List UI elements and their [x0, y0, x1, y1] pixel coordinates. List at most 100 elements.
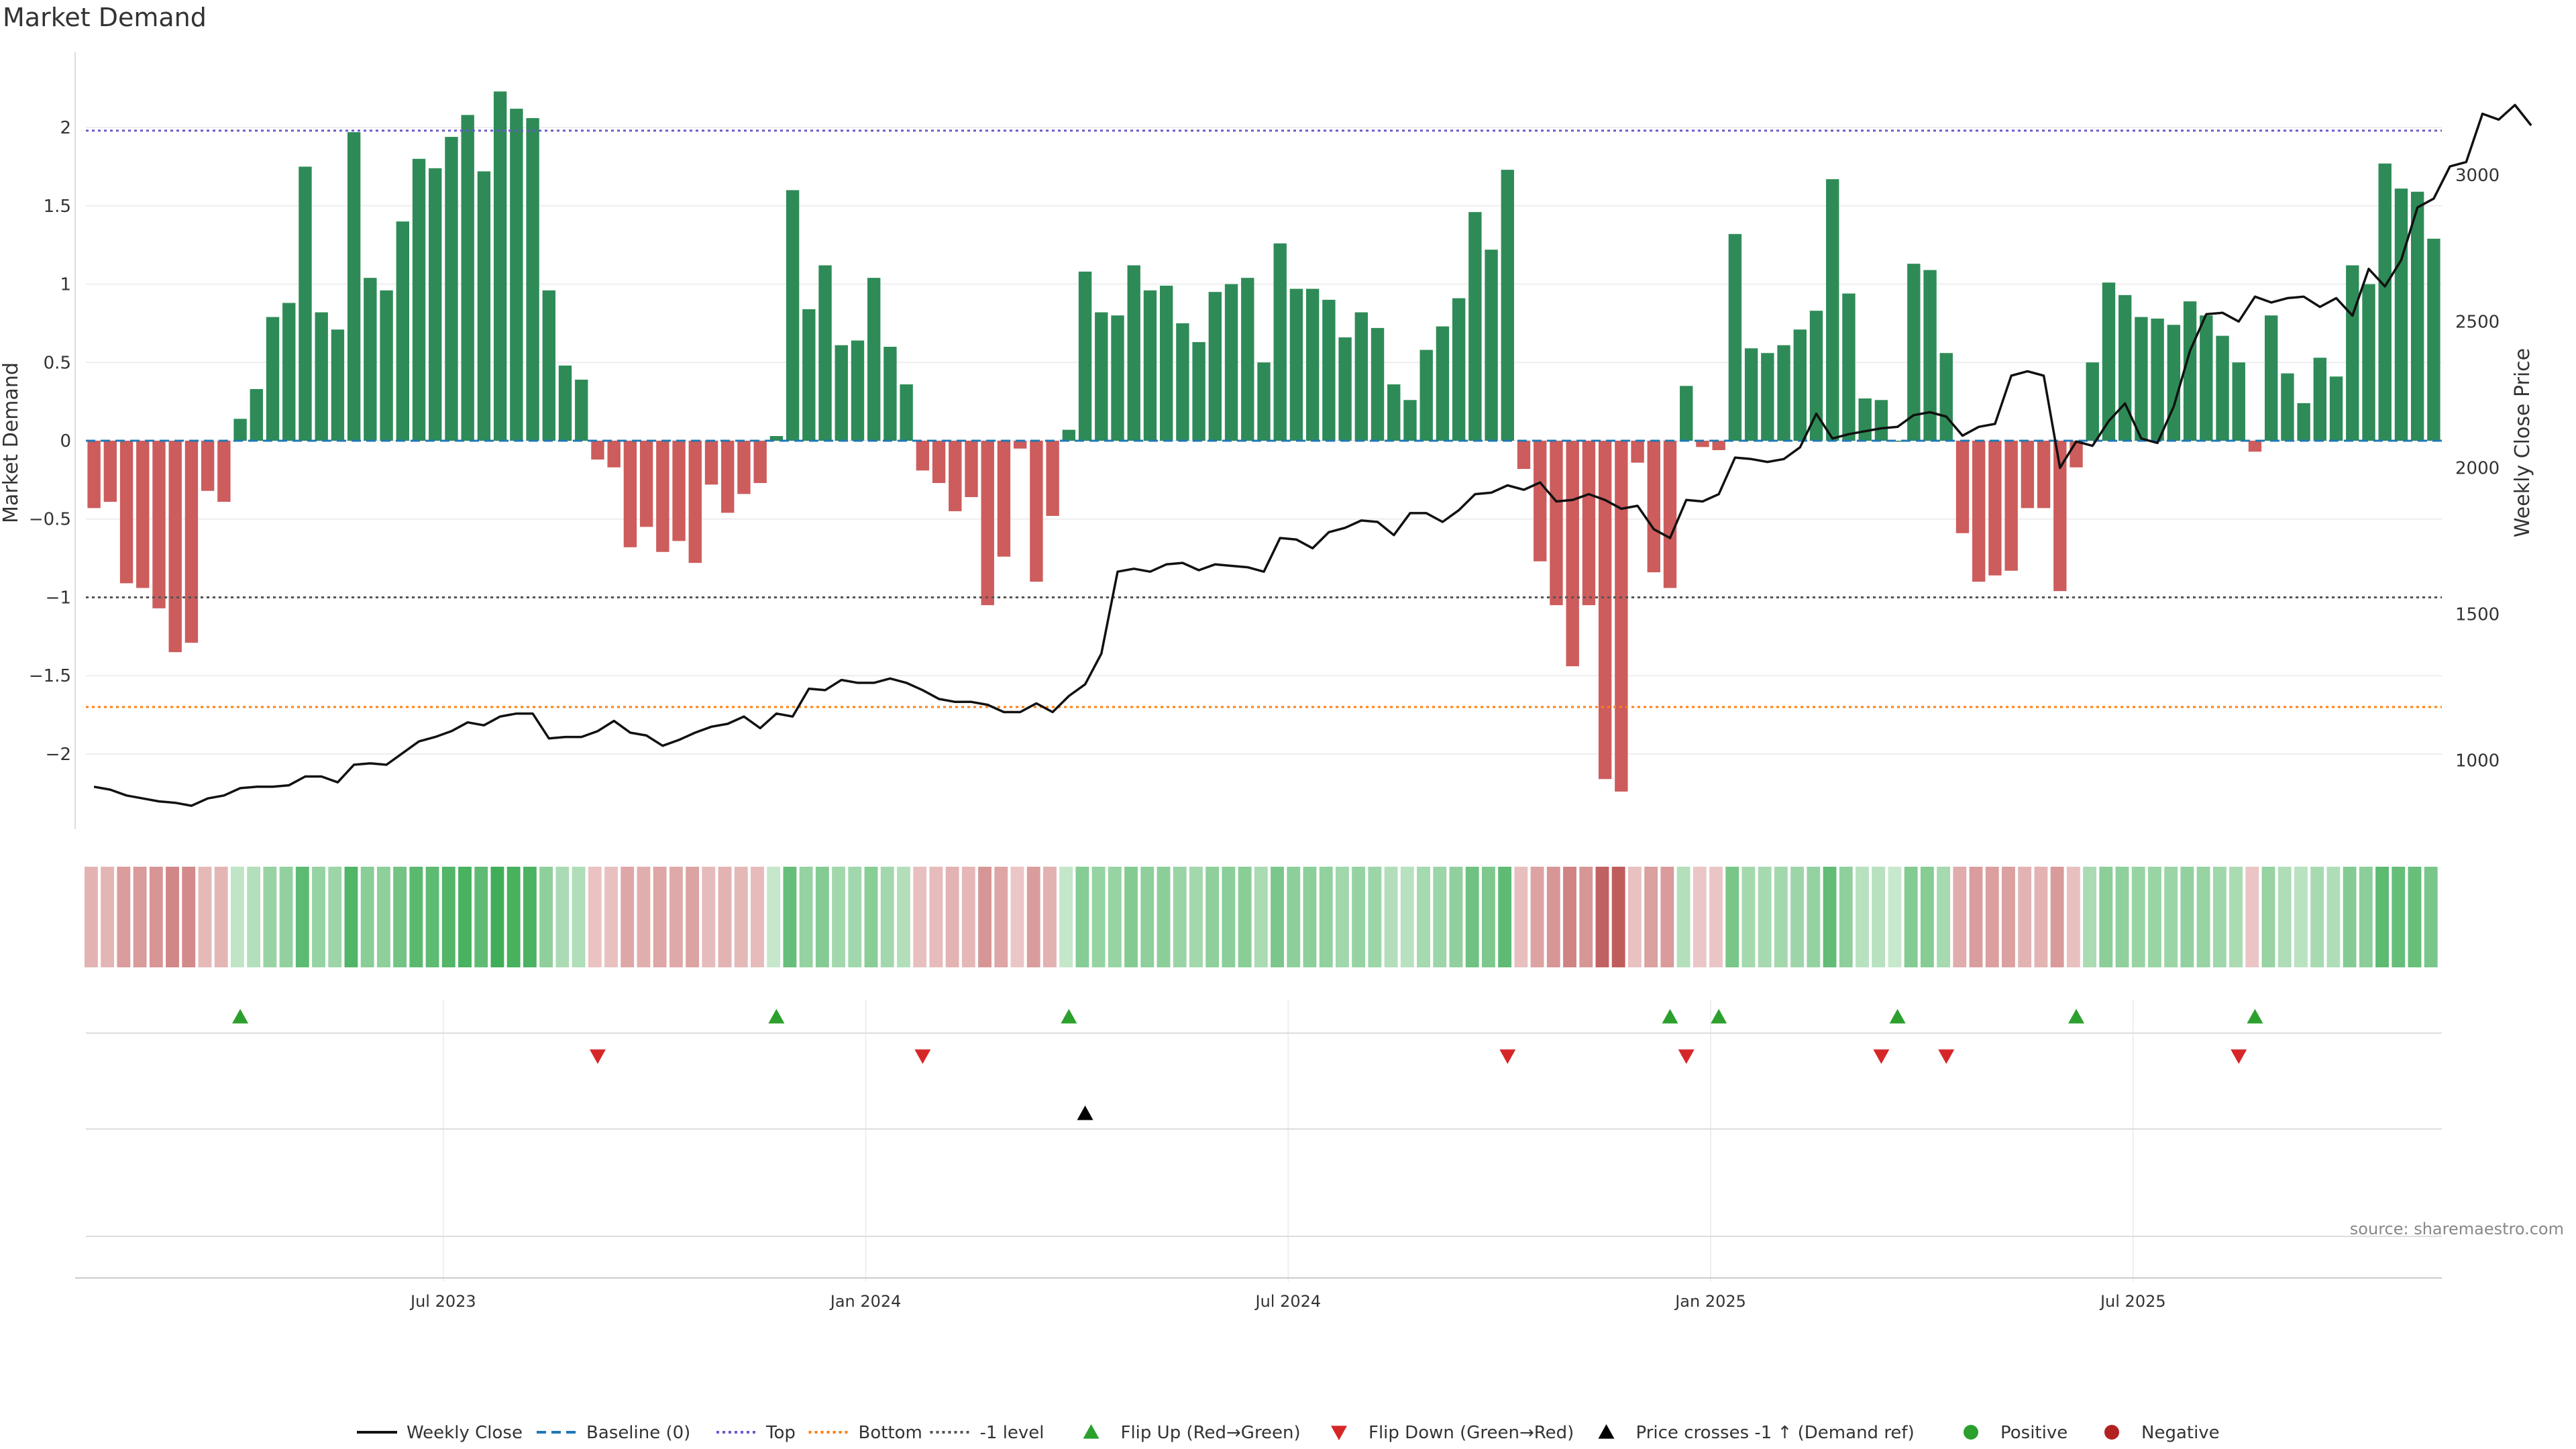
heat-strip-cell — [1108, 867, 1122, 967]
demand-bar — [2183, 301, 2197, 441]
heat-strip-cell — [182, 867, 196, 967]
heat-strip-cell — [2066, 867, 2080, 967]
demand-bar — [2200, 315, 2213, 441]
heat-strip-cell — [1449, 867, 1463, 967]
heat-strip-cell — [2180, 867, 2194, 967]
demand-bar — [1046, 441, 1059, 517]
demand-bar — [802, 309, 816, 441]
heat-strip-cell — [539, 867, 553, 967]
x-tick-label: Jul 2024 — [1254, 1292, 1321, 1311]
demand-bar — [493, 91, 507, 441]
demand-bar — [1631, 441, 1644, 463]
heat-strip-cell — [669, 867, 683, 967]
heat-strip-cell — [1157, 867, 1171, 967]
heat-strip-cell — [1856, 867, 1869, 967]
heat-strip-cell — [474, 867, 488, 967]
demand-bar — [2004, 441, 2018, 571]
y2-tick-label: 3000 — [2455, 166, 2500, 186]
y-tick-label: −1.5 — [29, 666, 71, 686]
demand-bar — [1452, 298, 1466, 441]
heat-strip-cell — [2408, 867, 2422, 967]
heat-strip-cell — [1611, 867, 1625, 967]
demand-bar — [1322, 299, 1336, 441]
y-tick-label: −2 — [46, 745, 71, 765]
demand-bar — [1192, 341, 1205, 441]
demand-bar — [1078, 271, 1092, 441]
demand-bar — [2427, 238, 2440, 441]
y-tick-label: 2 — [60, 118, 71, 138]
legend-label: Bottom — [859, 1423, 922, 1443]
heat-strip-cell — [897, 867, 910, 967]
heat-strip-cell — [734, 867, 748, 967]
heat-strip-cell — [864, 867, 878, 967]
demand-bar — [1890, 441, 1904, 442]
demand-bar — [299, 166, 312, 441]
heat-strip-cell — [1075, 867, 1089, 967]
heat-strip-cell — [832, 867, 846, 967]
heat-strip-cell — [1676, 867, 1690, 967]
demand-bar — [575, 379, 588, 441]
flip-up-marker — [1061, 1009, 1077, 1024]
demand-bar — [103, 441, 117, 502]
heat-strip-cell — [263, 867, 277, 967]
demand-bar — [380, 290, 393, 441]
heat-strip-cell — [978, 867, 991, 967]
demand-bar — [1403, 400, 1417, 441]
demand-bar — [1305, 288, 1320, 441]
demand-bar — [1534, 441, 1547, 561]
demand-bar — [1257, 362, 1271, 441]
heat-strip-cell — [1189, 867, 1203, 967]
demand-bar — [688, 441, 702, 564]
demand-bar — [1842, 293, 1856, 441]
demand-bar — [1468, 212, 1482, 441]
demand-bar — [1095, 312, 1108, 441]
demand-bar — [721, 441, 735, 513]
heat-strip-cell — [2294, 867, 2308, 967]
demand-bar — [1696, 441, 1709, 447]
heat-strip-cell — [1709, 867, 1723, 967]
flip-up-marker — [768, 1009, 785, 1024]
flip-up-marker — [232, 1009, 249, 1024]
heat-strip-cell — [913, 867, 927, 967]
heat-strip-cell — [133, 867, 147, 967]
source-credit: source: sharemaestro.com — [2349, 1220, 2564, 1238]
demand-bar — [445, 137, 458, 441]
demand-bar — [851, 340, 865, 441]
heat-strip-cell — [621, 867, 635, 967]
heat-strip-cell — [2002, 867, 2015, 967]
demand-bar — [1419, 350, 1433, 441]
y2-axis-label: Weekly Close Price — [2511, 348, 2534, 537]
demand-bar — [1907, 264, 1921, 441]
y2-tick-label: 1500 — [2455, 604, 2500, 625]
heat-strip-cell — [1352, 867, 1366, 967]
demand-bar — [1062, 429, 1076, 441]
demand-bar — [818, 265, 832, 441]
legend-swatch-circle — [2104, 1425, 2119, 1440]
legend-swatch-triangle-down — [1331, 1426, 1347, 1440]
heat-strip-cell — [702, 867, 716, 967]
demand-bar — [591, 441, 604, 460]
heat-strip-cell — [2131, 867, 2145, 967]
demand-bar — [1338, 337, 1352, 441]
legend-label: Flip Down (Green→Red) — [1368, 1423, 1574, 1443]
demand-bar — [2021, 441, 2035, 508]
heat-strip-cell — [295, 867, 309, 967]
demand-bar — [1550, 441, 1563, 606]
heat-strip-cell — [2050, 867, 2064, 967]
demand-bar — [510, 109, 523, 441]
demand-bar — [883, 346, 897, 441]
demand-bar — [965, 441, 978, 498]
demand-bar — [932, 441, 946, 484]
heat-strip-cell — [1985, 867, 1999, 967]
flip-down-marker — [1873, 1049, 1890, 1064]
heat-strip-cell — [312, 867, 325, 967]
demand-bar — [2281, 373, 2294, 441]
demand-bar — [2102, 282, 2116, 441]
demand-bar — [981, 441, 994, 606]
heat-strip-cell — [376, 867, 390, 967]
heat-strip-cell — [1969, 867, 1983, 967]
heat-strip-cell — [1774, 867, 1788, 967]
legend-swatch-triangle-up — [1598, 1424, 1615, 1439]
demand-bar — [1485, 250, 1498, 441]
